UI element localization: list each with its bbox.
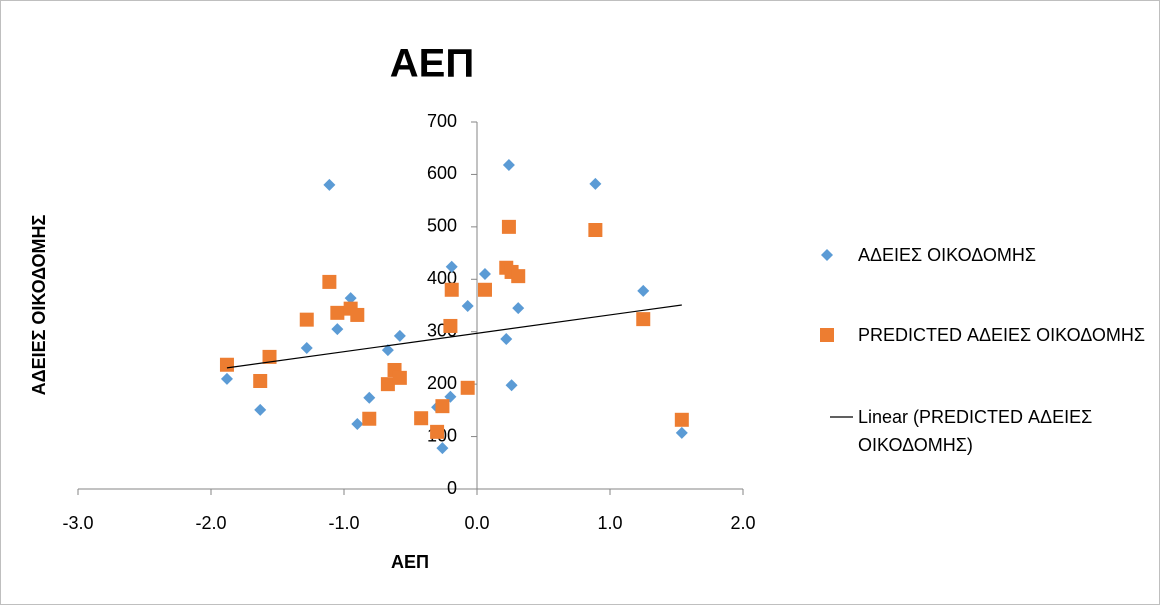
diamond-point	[637, 284, 650, 297]
diamond-point	[351, 417, 364, 430]
x-tick-label: -3.0	[62, 513, 93, 533]
y-tick-label: 600	[427, 163, 457, 183]
square-point	[219, 357, 234, 372]
y-tick-label: 500	[427, 216, 457, 236]
diamond-point	[344, 292, 357, 305]
square-point	[322, 274, 337, 289]
y-axis-label: ΑΔΕΙΕΣ ΟΙΚΟΔΟΜΗΣ	[29, 214, 49, 395]
square-point	[414, 411, 429, 426]
square-point	[430, 424, 445, 439]
diamond-point	[512, 302, 525, 315]
square-point	[443, 318, 458, 333]
square-point	[392, 370, 407, 385]
diamond-point	[220, 372, 233, 385]
chart-title: ΑΕΠ	[390, 42, 474, 86]
square-point	[299, 312, 314, 327]
square-point	[380, 377, 395, 392]
diamond-point	[300, 341, 313, 354]
square-point	[477, 282, 492, 297]
x-tick-label: -1.0	[328, 513, 359, 533]
y-tick-label: 700	[427, 111, 457, 131]
diamond-point	[436, 442, 449, 455]
square-point	[636, 312, 651, 327]
square-point	[501, 219, 516, 234]
diamond-point	[393, 329, 406, 342]
square-point	[435, 399, 450, 414]
x-tick-label: 0.0	[464, 513, 489, 533]
legend-label: ΑΔΕΙΕΣ ΟΙΚΟΔΟΜΗΣ	[858, 245, 1037, 265]
square-point	[253, 373, 268, 388]
diamond-point	[363, 391, 376, 404]
x-tick-label: -2.0	[195, 513, 226, 533]
square-point	[588, 223, 603, 238]
diamond-point	[589, 177, 602, 190]
x-axis-label: ΑΕΠ	[391, 552, 429, 572]
diamond-point	[478, 268, 491, 281]
diamond-point	[821, 249, 833, 261]
y-tick-label: 0	[447, 478, 457, 498]
square-point	[350, 307, 365, 322]
diamond-point	[323, 178, 336, 191]
square-point	[674, 412, 689, 427]
diamond-point	[331, 323, 344, 336]
square-point	[362, 411, 377, 426]
diamond-point	[381, 344, 394, 357]
trend-line	[226, 304, 682, 369]
diamond-point	[461, 300, 474, 313]
diamond-point	[502, 158, 515, 171]
square-point	[460, 380, 475, 395]
diamond-point	[505, 379, 518, 392]
y-tick-label: 200	[427, 373, 457, 393]
diamond-point	[254, 403, 267, 416]
diamond-point	[675, 426, 688, 439]
diamond-point	[445, 260, 458, 273]
square-point	[262, 349, 277, 364]
legend-label: PREDICTED ΑΔΕΙΕΣ ΟΙΚΟΔΟΜΗΣ	[858, 325, 1146, 345]
square-point	[511, 269, 526, 284]
square-point	[444, 282, 459, 297]
legend-label: Linear (PREDICTED ΑΔΕΙΕΣ ΟΙΚΟΔΟΜΗΣ)	[858, 407, 1093, 455]
square-point	[330, 305, 345, 320]
x-tick-label: 2.0	[730, 513, 755, 533]
square-point	[820, 328, 834, 342]
x-tick-label: 1.0	[597, 513, 622, 533]
diamond-point	[500, 333, 513, 346]
